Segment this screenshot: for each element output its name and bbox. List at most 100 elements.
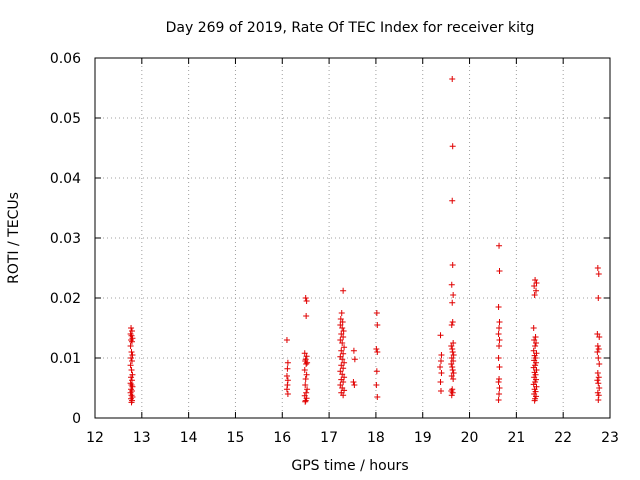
- data-point: [437, 388, 444, 394]
- x-tick-label: 18: [367, 430, 385, 446]
- x-tick-label: 13: [133, 430, 151, 446]
- data-point: [340, 392, 347, 399]
- data-point: [128, 358, 135, 364]
- data-point: [303, 389, 310, 396]
- data-point: [595, 397, 602, 403]
- y-tick-label: 0.03: [50, 231, 81, 247]
- data-point: [594, 265, 601, 271]
- data-point: [496, 325, 503, 331]
- data-point: [283, 337, 290, 343]
- data-point: [495, 355, 502, 361]
- data-point: [596, 385, 603, 391]
- data-point: [449, 76, 456, 82]
- data-point: [448, 373, 455, 379]
- data-point: [495, 331, 502, 337]
- data-point: [449, 367, 456, 373]
- data-point: [530, 325, 537, 331]
- data-point: [437, 364, 444, 370]
- data-point: [496, 364, 503, 370]
- data-point: [596, 334, 603, 340]
- data-point: [448, 392, 455, 399]
- data-point: [496, 337, 503, 343]
- data-point: [437, 332, 444, 339]
- data-point: [437, 358, 444, 364]
- data-point: [438, 352, 445, 358]
- data-point: [595, 380, 602, 387]
- data-point: [127, 343, 134, 349]
- x-tick-label: 21: [507, 430, 525, 446]
- x-tick-label: 19: [414, 430, 432, 446]
- data-point: [594, 343, 601, 349]
- data-point: [595, 271, 602, 277]
- data-point: [595, 346, 602, 352]
- data-point: [374, 394, 381, 400]
- data-point: [496, 385, 503, 391]
- data-point: [373, 368, 380, 375]
- x-tick-label: 12: [86, 430, 104, 446]
- data-point: [448, 355, 455, 361]
- data-point: [128, 399, 135, 406]
- data-point: [594, 370, 601, 376]
- data-points: [127, 76, 603, 406]
- x-tick-label: 17: [320, 430, 338, 446]
- y-tick-label: 0.02: [50, 291, 81, 307]
- data-point: [304, 386, 311, 393]
- data-point: [495, 379, 502, 385]
- data-point: [303, 361, 310, 367]
- data-point: [373, 382, 380, 388]
- y-tick-labels: 0 0.01 0.02 0.03 0.04 0.05 0.06: [50, 51, 81, 427]
- data-point: [302, 398, 309, 405]
- data-point: [448, 361, 455, 367]
- data-point: [284, 391, 291, 397]
- data-point: [594, 377, 601, 384]
- data-point: [303, 371, 310, 378]
- data-point: [351, 382, 358, 388]
- data-point: [594, 349, 601, 355]
- data-point: [495, 397, 502, 403]
- data-point: [496, 319, 503, 325]
- data-point: [449, 197, 456, 204]
- data-point: [283, 373, 290, 379]
- data-point: [531, 283, 538, 289]
- data-point: [449, 262, 456, 268]
- data-point: [373, 310, 380, 316]
- data-point: [449, 319, 456, 325]
- data-point: [128, 367, 135, 373]
- data-point: [304, 359, 311, 366]
- data-point: [496, 391, 503, 397]
- data-point: [438, 370, 445, 376]
- data-point: [284, 359, 291, 366]
- data-point: [340, 379, 347, 385]
- data-point: [339, 356, 346, 363]
- x-tick-label: 20: [461, 430, 479, 446]
- data-point: [373, 346, 380, 352]
- data-point: [339, 340, 346, 346]
- data-point: [127, 362, 134, 369]
- data-point: [450, 292, 457, 298]
- x-tick-label: 16: [273, 430, 291, 446]
- data-point: [350, 347, 357, 354]
- chart-title: Day 269 of 2019, Rate Of TEC Index for r…: [166, 20, 535, 36]
- data-point: [448, 281, 455, 288]
- data-point: [449, 143, 456, 150]
- y-tick-label: 0: [72, 411, 81, 427]
- x-tick-label: 22: [554, 430, 572, 446]
- y-tick-label: 0.04: [50, 171, 81, 187]
- data-point: [531, 292, 538, 298]
- data-point: [496, 343, 503, 349]
- data-point: [595, 374, 602, 381]
- data-point: [303, 298, 310, 304]
- data-point: [532, 334, 539, 340]
- data-point: [128, 325, 135, 331]
- data-point: [284, 365, 291, 372]
- data-point: [303, 313, 310, 319]
- data-point: [128, 374, 135, 381]
- x-axis-label: GPS time / hours: [291, 458, 408, 474]
- x-tick-labels: 12 13 14 15 16 17 18 19 20 21 22 23: [86, 430, 619, 446]
- data-point: [338, 310, 345, 316]
- data-point: [340, 365, 347, 372]
- x-tick-label: 23: [601, 430, 619, 446]
- plot-frame: [94, 57, 611, 419]
- data-point: [301, 367, 308, 373]
